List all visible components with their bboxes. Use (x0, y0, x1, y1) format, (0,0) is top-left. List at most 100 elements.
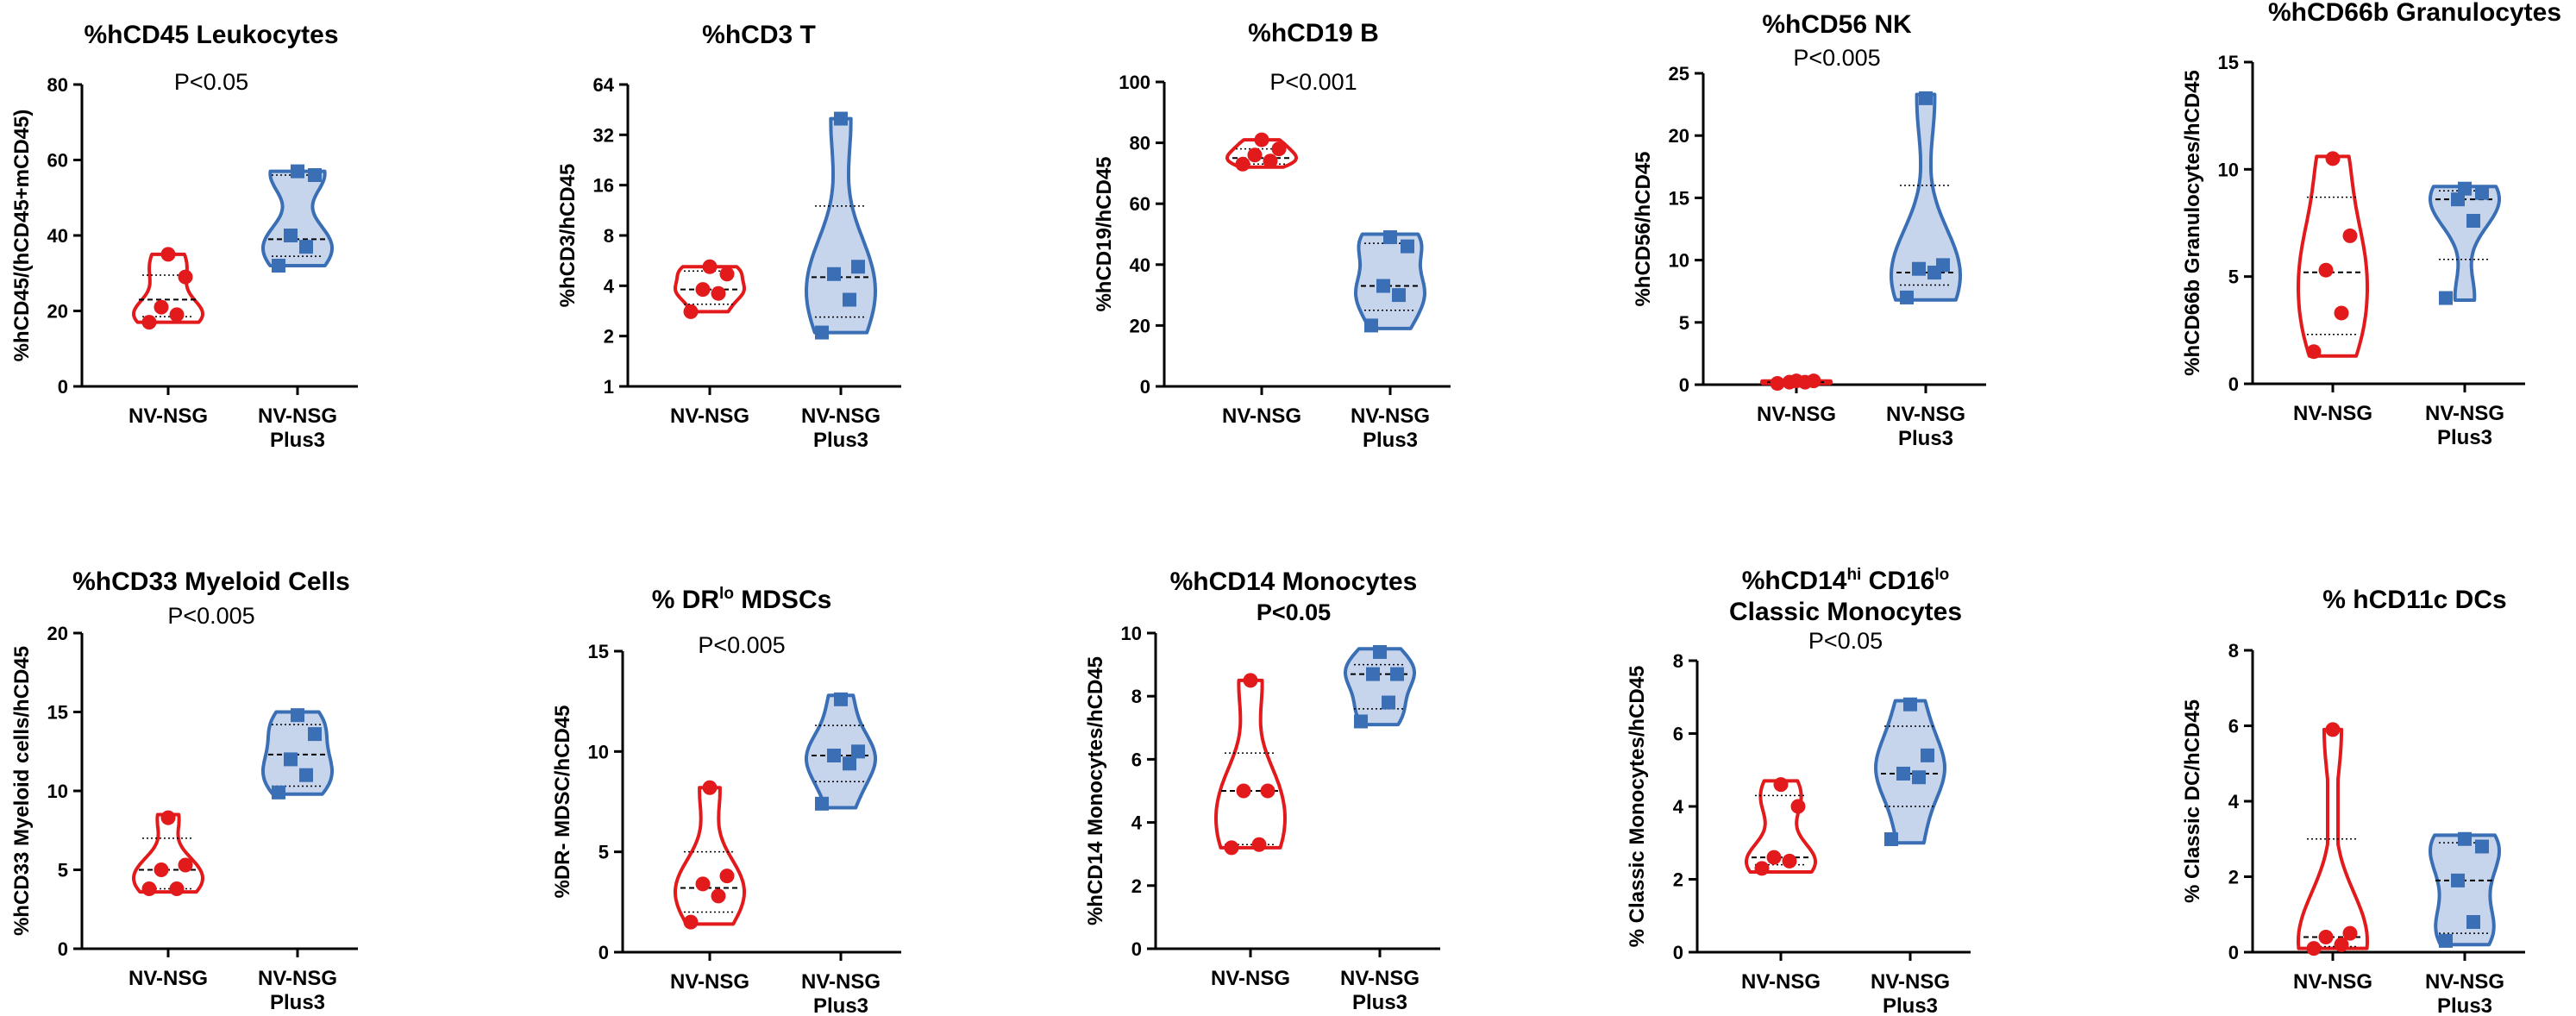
panel-title: %hCD66b Granulocytes (2268, 0, 2561, 27)
data-point (1271, 141, 1287, 157)
chart-panel-1: %hCD45 Leukocytes P<0.05 0 20 40 60 80 %hCD45/(… (10, 21, 358, 452)
data-point (1224, 840, 1239, 856)
y-tick-label: 40 (1130, 254, 1150, 276)
violin-shape (1344, 647, 1416, 727)
y-axis-label: % Classic DC/hCD45 (2181, 699, 2204, 903)
data-point (827, 748, 841, 762)
data-point (169, 307, 185, 323)
category-label: NV-NSG (801, 405, 881, 428)
category-label: NV-NSG (801, 970, 881, 994)
panel-title: %hCD45 Leukocytes (84, 21, 338, 49)
y-tick-label: 1 (604, 376, 614, 398)
y-tick-label: 4 (604, 275, 615, 297)
data-point (1392, 288, 1406, 303)
y-axis-label: %hCD33 Myeloid cells/hCD45 (10, 646, 34, 936)
y-tick-label: 5 (58, 860, 68, 881)
y-tick-label: 10 (1121, 623, 1142, 644)
data-point (695, 876, 711, 892)
data-point (1383, 230, 1397, 245)
y-axis-label: %hCD19/hCD45 (1093, 156, 1116, 311)
violin-shape (674, 265, 746, 314)
data-point (169, 881, 185, 896)
y-tick-label: 60 (47, 150, 68, 172)
data-point (1382, 695, 1395, 710)
category-label: NV-NSG (670, 970, 749, 994)
data-point (1896, 766, 1910, 781)
data-point (1903, 697, 1917, 712)
data-point (2334, 305, 2349, 321)
category-label-line2: Plus3 (270, 429, 325, 452)
data-point (683, 304, 699, 319)
category-label: NV-NSG (670, 405, 749, 428)
data-point (299, 768, 313, 782)
p-value-label: P<0.05 (1808, 628, 1883, 654)
data-point (702, 259, 718, 274)
y-axis-label: %hCD3/hCD45 (556, 164, 580, 308)
y-tick-label: 6 (1673, 724, 1683, 745)
data-point (160, 247, 176, 262)
y-tick-label: 60 (1130, 193, 1150, 215)
y-tick-label: 0 (1140, 376, 1150, 398)
y-tick-label: 25 (1669, 63, 1689, 85)
data-point (1912, 261, 1926, 276)
data-point (1254, 132, 1269, 147)
panel-title: %hCD14hi CD16lo (1742, 566, 1950, 595)
y-tick-label: 8 (1131, 686, 1142, 707)
category-label: NV-NSG (2293, 402, 2372, 425)
y-tick-label: 20 (47, 623, 68, 644)
data-point (1354, 714, 1368, 729)
y-tick-label: 4 (2228, 791, 2240, 812)
y-tick-label: 0 (58, 376, 68, 398)
violin-shape (2297, 154, 2369, 358)
category-label: NV-NSG (1757, 403, 1836, 426)
y-axis-label: % Classic Monocytes/hCD45 (1626, 666, 1649, 948)
chart-panel-5: %hCD66b Granulocytes 0 5 10 15 %hCD66b Granul… (2181, 0, 2561, 449)
data-point (1235, 156, 1250, 172)
category-label: NV-NSG (128, 405, 208, 428)
panel-title: %hCD56 NK (1762, 10, 1912, 39)
y-tick-label: 20 (1669, 125, 1689, 147)
data-point (1243, 673, 1258, 688)
data-point (1884, 832, 1898, 847)
data-point (1770, 376, 1785, 392)
chart-panel-10: % hCD11c DCs 0 2 4 6 8 % Classic DC/hCD45 NV-NS… (2181, 586, 2525, 1016)
data-point (702, 780, 718, 795)
data-point (2439, 933, 2453, 948)
chart-panel-8: %hCD14 Monocytes P<0.05 0 2 4 6 8 10 %hCD14 Mono… (1084, 568, 1440, 1014)
data-point (2325, 722, 2341, 737)
y-tick-label: 0 (1673, 942, 1683, 963)
category-label: NV-NSG (1340, 967, 1420, 990)
data-point (178, 269, 193, 285)
category-label: NV-NSG (258, 967, 337, 990)
data-point (2342, 925, 2358, 941)
data-point (1376, 279, 1390, 293)
violin-shape (132, 252, 204, 324)
y-tick-label: 0 (58, 938, 68, 960)
y-tick-label: 16 (593, 175, 614, 197)
panel-title: %hCD19 B (1248, 19, 1379, 47)
category-label-line2: Plus3 (813, 429, 868, 452)
p-value-label: P<0.05 (1257, 599, 1331, 625)
category-label-line2: Plus3 (2437, 426, 2492, 449)
data-point (1754, 861, 1770, 876)
violin-shape (1225, 138, 1298, 169)
panel-title: %hCD3 T (702, 21, 816, 49)
data-point (1789, 373, 1804, 389)
data-point (1366, 667, 1380, 681)
y-tick-label: 4 (1673, 796, 1684, 818)
data-point (1921, 748, 1934, 762)
p-value-label: P<0.005 (1793, 45, 1880, 71)
category-label-line2: Plus3 (813, 994, 868, 1016)
data-point (2466, 915, 2480, 929)
data-point (1919, 91, 1933, 105)
category-label: NV-NSG (128, 967, 208, 990)
y-axis-label: %hCD56/hCD45 (1632, 151, 1655, 306)
data-point (843, 292, 856, 307)
y-tick-label: 0 (599, 942, 609, 963)
violin-shape (2429, 185, 2501, 302)
category-label: NV-NSG (2293, 970, 2372, 994)
violin-shape (2429, 833, 2501, 947)
data-point (719, 267, 735, 282)
